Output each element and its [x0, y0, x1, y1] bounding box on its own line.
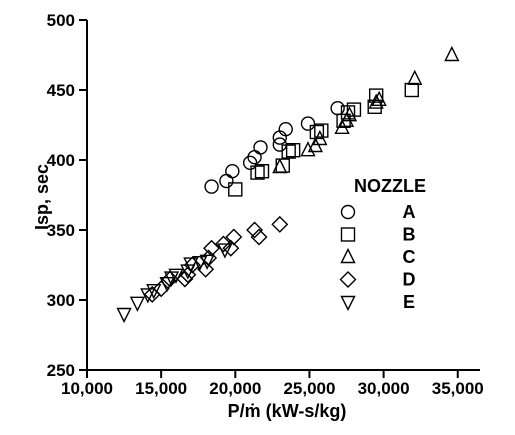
data-point-b — [285, 142, 301, 158]
legend-marker-a — [340, 204, 356, 220]
data-point-b — [281, 144, 296, 159]
x-axis-label: P/ṁ (kW-s/kg) — [228, 401, 347, 421]
data-point-d — [222, 239, 240, 257]
data-point-c — [407, 69, 423, 86]
y-axis-label: Isp, sec — [32, 164, 52, 230]
legend-label-b: B — [403, 225, 416, 245]
data-point-c — [368, 93, 384, 109]
y-tick-label: 350 — [47, 221, 75, 240]
data-point-c — [312, 129, 328, 146]
axes — [86, 20, 480, 371]
x-tick-label: 35,000 — [432, 379, 484, 398]
legend-label-a: A — [403, 202, 416, 222]
data-point-c — [341, 106, 358, 122]
data-point-e — [217, 243, 233, 259]
data-point-e — [140, 288, 156, 304]
x-tick-label: 10,000 — [61, 379, 113, 398]
x-tick-label: 20,000 — [209, 379, 261, 398]
y-tick-label: 500 — [47, 11, 75, 30]
legend-marker-b — [340, 227, 356, 242]
legend-label-e: E — [403, 292, 415, 312]
data-point-b — [368, 88, 384, 103]
data-point-e — [199, 254, 215, 270]
data-point-a — [204, 179, 219, 194]
legend-label-d: D — [403, 270, 416, 290]
data-points — [116, 45, 460, 324]
data-point-a — [278, 121, 293, 137]
data-point-d — [250, 228, 268, 246]
data-point-d — [176, 270, 194, 288]
data-point-b — [254, 163, 270, 179]
y-tick-label: 450 — [47, 81, 75, 100]
data-point-b — [404, 82, 419, 98]
y-tick-label: 250 — [47, 361, 75, 380]
data-point-b — [314, 123, 329, 138]
series-a — [204, 100, 345, 194]
data-point-c — [444, 45, 460, 62]
y-tick-label: 300 — [47, 291, 75, 310]
x-tick-label: 25,000 — [283, 379, 335, 398]
legend-title: NOZZLE — [354, 176, 426, 196]
legend-marker-d — [339, 271, 357, 288]
data-point-c — [300, 141, 316, 157]
data-point-e — [192, 256, 208, 272]
data-point-b — [250, 165, 265, 180]
y-tick-label: 400 — [47, 151, 75, 170]
legend-label-c: C — [403, 247, 416, 267]
ticks: 250 300 350 400 450 500 10,000 15,000 20,000 25,0… — [47, 11, 484, 398]
legend-marker-c — [340, 247, 356, 264]
data-point-d — [214, 235, 232, 253]
data-point-d — [225, 228, 243, 246]
legend-marker-e — [340, 295, 356, 312]
data-point-e — [146, 284, 162, 300]
data-point-d — [271, 215, 289, 233]
data-point-e — [129, 296, 146, 312]
series-e — [116, 243, 233, 324]
data-point-a — [225, 163, 240, 179]
data-point-d — [161, 270, 179, 288]
data-point-d — [246, 221, 264, 239]
data-point-d — [183, 256, 201, 274]
data-point-e — [116, 307, 132, 324]
series-c — [272, 45, 460, 174]
x-tick-label: 30,000 — [358, 379, 410, 398]
data-point-c — [371, 90, 387, 107]
data-point-b — [228, 182, 243, 197]
data-point-a — [219, 173, 234, 189]
x-tick-label: 15,000 — [135, 379, 187, 398]
data-point-a — [253, 140, 268, 155]
data-point-a — [300, 116, 316, 131]
data-point-c — [272, 157, 288, 174]
data-point-d — [152, 280, 170, 298]
data-point-e — [168, 268, 184, 284]
data-point-e — [183, 257, 199, 273]
